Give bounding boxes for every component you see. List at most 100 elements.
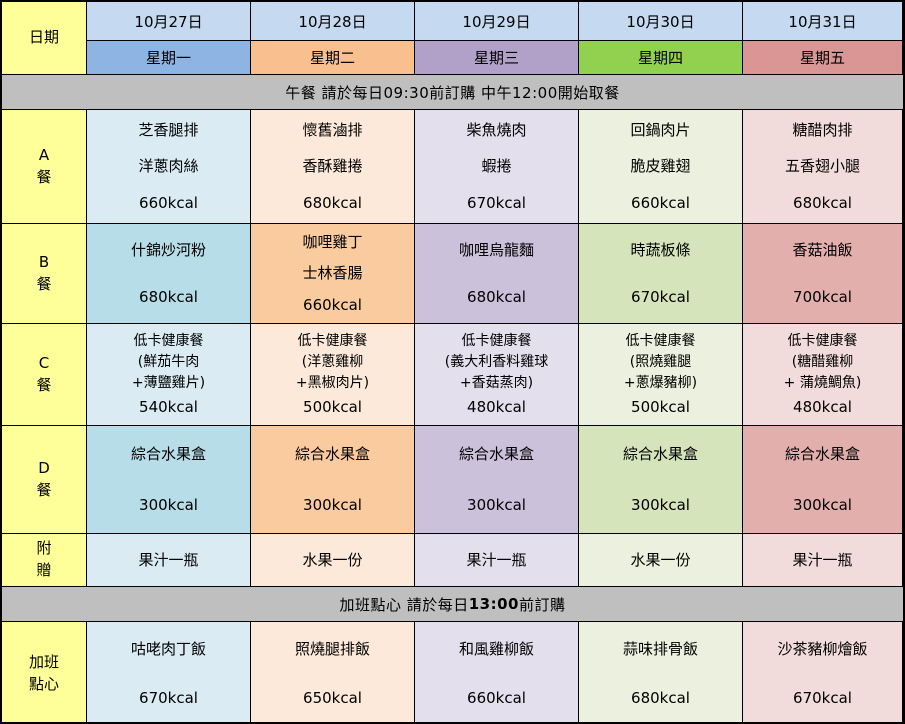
meal-cell-overtime-day2: 照燒腿排飯 650kcal [251,622,415,722]
weekday-cell-1: 星期一 [87,41,251,75]
meal-cell-c-day4: 低卡健康餐 (照燒雞腿 +蔥爆豬柳) 500kcal [579,324,743,426]
kcal-value: 660kcal [303,296,362,315]
meal-cell-gift-day1: 果汁一瓶 [87,534,251,587]
dish-name: (鮮茄牛肉 [137,354,200,370]
dish-name: 咕咾肉丁飯 [130,639,206,658]
meal-cell-a-day2: 懷舊滷排 香酥雞捲 680kcal [251,110,415,224]
dish-name: 綜合水果盒 [622,444,698,463]
kcal-value: 680kcal [303,193,362,212]
row-label-line: 餐 [36,274,52,293]
dish-name: (照燒雞腿 [629,354,692,370]
dish-name-group: 低卡健康餐 (義大利香料雞球 +香菇蒸肉) [445,331,548,394]
date-cell-2: 10月28日 [251,2,415,41]
kcal-value: 670kcal [793,689,852,708]
kcal-value: 680kcal [793,193,852,212]
dish-name: 糖醋肉排 [792,121,853,140]
kcal-value: 300kcal [303,496,362,515]
dish-name: (洋蔥雞柳 [301,354,364,370]
dish-name: 士林香腸 [302,264,363,283]
snack-banner-text-after: 前訂購 [519,595,566,614]
snack-banner-deadline: 13:00 [468,595,519,613]
row-label-line: 餐 [36,375,52,394]
meal-cell-c-day3: 低卡健康餐 (義大利香料雞球 +香菇蒸肉) 480kcal [415,324,579,426]
dish-name: 懷舊滷排 [302,121,363,140]
row-label-line: C [38,353,50,372]
kcal-value: 660kcal [139,193,198,212]
dish-name-group: 低卡健康餐 (照燒雞腿 +蔥爆豬柳) [624,331,697,394]
row-label-line: 點心 [28,674,59,693]
menu-row-a: A 餐 芝香腿排洋蔥肉絲 660kcal 懷舊滷排 香酥雞捲 680kcal 柴魚燒肉 蝦捲 67… [2,110,903,224]
weekday-cell-2: 星期二 [251,41,415,75]
meal-cell-overtime-day4: 蒜味排骨飯 680kcal [579,622,743,722]
kcal-value: 680kcal [631,689,690,708]
row-label-overtime: 加班 點心 [2,622,87,722]
meal-cell-d-day4: 綜合水果盒 300kcal [579,426,743,534]
meal-cell-d-day1: 綜合水果盒 300kcal [87,426,251,534]
dish-name: 低卡健康餐 [297,333,368,349]
dish-name-group: 低卡健康餐 (洋蔥雞柳 +黑椒肉片) [296,331,369,394]
dish-name: 低卡健康餐 [787,333,858,349]
kcal-value: 300kcal [793,496,852,515]
dish-name: 果汁一瓶 [138,551,199,569]
kcal-value: 660kcal [467,689,526,708]
dish-name: 蒜味排骨飯 [622,639,698,658]
dish-name: +黑椒肉片) [295,375,370,391]
dish-name-group: 低卡健康餐 (糖醋雞柳 + 蒲燒鯛魚) [784,331,862,394]
dish-name: +蔥爆豬柳) [623,375,698,391]
row-label-line: 餐 [36,167,52,186]
kcal-value: 540kcal [139,398,198,416]
header-row: 日期 10月27日 星期一 10月28日 星期二 10月29日 星期三 10月30日 星期四 1… [2,2,903,75]
meal-cell-a-day3: 柴魚燒肉 蝦捲 670kcal [415,110,579,224]
meal-cell-overtime-day3: 和風雞柳飯 660kcal [415,622,579,722]
row-label-line: 加班 [28,652,59,671]
row-label-line: 贈 [36,561,52,579]
dish-name: 低卡健康餐 [461,333,532,349]
dish-name: 香菇油飯 [792,240,853,259]
dish-name: 綜合水果盒 [784,444,860,463]
row-label-line: A [38,145,50,164]
dish-name: 回鍋肉片 [630,121,691,140]
date-header-label-text: 日期 [28,28,59,47]
meal-cell-b-day2: 咖哩雞丁 士林香腸 660kcal [251,224,415,324]
meal-cell-d-day3: 綜合水果盒 300kcal [415,426,579,534]
kcal-value: 500kcal [303,398,362,416]
dish-name: 低卡健康餐 [625,333,696,349]
dish-name: (義大利香料雞球 [444,354,549,370]
date-cell-1: 10月27日 [87,2,251,41]
dish-name: +香菇蒸肉) [459,375,534,391]
date-cell-5: 10月31日 [743,2,903,41]
dish-name: 芝香腿排 [138,121,199,140]
kcal-value: 670kcal [467,193,526,212]
row-label-line: 附 [36,539,52,558]
meal-cell-overtime-day1: 咕咾肉丁飯 670kcal [87,622,251,722]
row-label-line: 餐 [36,480,52,499]
day-column-2: 10月28日 星期二 [251,2,415,75]
dish-name: 脆皮雞翅 [630,157,691,176]
dish-name: 時蔬板條 [630,240,691,259]
meal-cell-b-day4: 時蔬板條 670kcal [579,224,743,324]
dish-name: 洋蔥肉絲 [138,157,199,176]
meal-cell-b-day5: 香菇油飯 700kcal [743,224,903,324]
row-label-gift: 附贈 [2,534,87,587]
kcal-value: 700kcal [793,288,852,307]
menu-row-overtime: 加班點心 咕咾肉丁飯 670kcal 照燒腿排飯 650kcal 和風雞柳飯 660kcal… [2,622,903,722]
meal-cell-a-day1: 芝香腿排洋蔥肉絲 660kcal [87,110,251,224]
kcal-value: 480kcal [793,398,852,416]
date-cell-3: 10月29日 [415,2,579,41]
row-label-line: B [38,252,50,271]
menu-row-b: B 餐 什錦炒河粉 680kcal 咖哩雞丁 士林香腸 660kcal 咖哩烏龍麵 680kca… [2,224,903,324]
kcal-value: 670kcal [139,689,198,708]
meal-cell-gift-day3: 果汁一瓶 [415,534,579,587]
dish-name: 水果一份 [630,551,691,569]
meal-cell-gift-day5: 果汁一瓶 [743,534,903,587]
meal-cell-gift-day2: 水果一份 [251,534,415,587]
weekday-cell-3: 星期三 [415,41,579,75]
menu-row-c: C 餐 低卡健康餐 (鮮茄牛肉 +薄鹽雞片) 540kcal 低卡健康餐 (洋蔥雞柳 +黑椒肉片… [2,324,903,426]
meal-cell-b-day1: 什錦炒河粉 680kcal [87,224,251,324]
lunch-order-banner: 午餐 請於每日09:30前訂購 中午12:00開始取餐 [2,75,903,110]
dish-name: +薄鹽雞片) [131,375,206,391]
